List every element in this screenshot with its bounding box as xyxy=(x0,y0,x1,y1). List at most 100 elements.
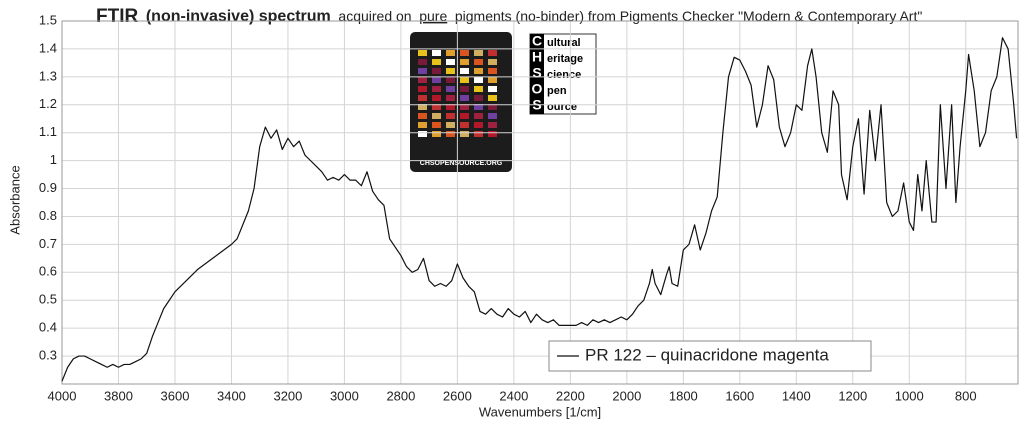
logo-word: pen xyxy=(547,85,567,97)
logo-letter: H xyxy=(532,49,542,65)
checker-swatch xyxy=(474,86,483,92)
x-tick-label: 2200 xyxy=(556,388,585,403)
checker-swatch xyxy=(418,68,427,74)
logo-letter: S xyxy=(532,65,541,81)
checker-swatch xyxy=(488,68,497,74)
checker-swatch xyxy=(432,77,441,83)
logo-word: ultural xyxy=(547,37,581,49)
y-tick-label: 0.8 xyxy=(39,208,57,223)
checker-swatch xyxy=(418,131,427,137)
y-axis-label: Absorbance xyxy=(7,165,22,234)
checker-swatch xyxy=(432,131,441,137)
checker-swatch xyxy=(474,104,483,110)
checker-swatch xyxy=(474,95,483,101)
y-tick-label: 1 xyxy=(50,152,57,167)
x-tick-label: 1800 xyxy=(669,388,698,403)
checker-swatch xyxy=(488,86,497,92)
checker-swatch xyxy=(418,50,427,56)
x-tick-label: 3400 xyxy=(217,388,246,403)
x-tick-label: 2800 xyxy=(386,388,415,403)
checker-swatch xyxy=(474,68,483,74)
checker-swatch xyxy=(460,104,469,110)
checker-swatch xyxy=(488,104,497,110)
y-tick-label: 1.3 xyxy=(39,68,57,83)
x-tick-label: 2600 xyxy=(443,388,472,403)
checker-swatch xyxy=(446,77,455,83)
x-tick-label: 2000 xyxy=(612,388,641,403)
x-axis-label: Wavenumbers [1/cm] xyxy=(479,404,601,419)
checker-swatch xyxy=(446,95,455,101)
y-tick-label: 0.7 xyxy=(39,236,57,251)
checker-swatch xyxy=(432,122,441,128)
x-tick-label: 800 xyxy=(955,388,977,403)
checker-swatch xyxy=(460,50,469,56)
legend-label: PR 122 – quinacridone magenta xyxy=(585,345,829,364)
logo-word: ource xyxy=(547,101,577,113)
checker-swatch xyxy=(488,95,497,101)
checker-swatch xyxy=(432,68,441,74)
checker-swatch xyxy=(446,68,455,74)
checker-swatch xyxy=(474,50,483,56)
checker-swatch xyxy=(418,86,427,92)
y-tick-label: 1.5 xyxy=(39,12,57,27)
card-site: CHSOPENSOURCE.ORG xyxy=(420,160,503,167)
x-tick-label: 1000 xyxy=(895,388,924,403)
checker-swatch xyxy=(432,50,441,56)
x-tick-label: 3600 xyxy=(161,388,190,403)
logo-word: cience xyxy=(547,69,581,81)
y-tick-label: 0.3 xyxy=(39,348,57,363)
checker-swatch xyxy=(460,95,469,101)
x-tick-label: 3200 xyxy=(273,388,302,403)
x-tick-label: 2400 xyxy=(499,388,528,403)
logo: CHSOPENSOURCE.ORG C ultural H eritage S cience… xyxy=(410,32,597,172)
title-part: acquired on xyxy=(338,8,411,24)
checker-swatch xyxy=(460,131,469,137)
checker-swatch xyxy=(432,86,441,92)
x-tick-label: 1600 xyxy=(725,388,754,403)
checker-swatch xyxy=(460,59,469,65)
y-tick-label: 0.9 xyxy=(39,180,57,195)
y-tick-label: 0.6 xyxy=(39,264,57,279)
checker-swatch xyxy=(460,68,469,74)
checker-swatch xyxy=(432,104,441,110)
checker-swatch xyxy=(418,77,427,83)
checker-swatch xyxy=(432,95,441,101)
logo-letter: C xyxy=(532,33,542,49)
checker-swatch xyxy=(488,50,497,56)
checker-swatch xyxy=(460,77,469,83)
checker-swatch xyxy=(460,113,469,119)
checker-swatch xyxy=(418,104,427,110)
checker-swatch xyxy=(418,95,427,101)
x-tick-label: 3000 xyxy=(330,388,359,403)
checker-swatch xyxy=(418,113,427,119)
plot-frame xyxy=(61,20,1019,385)
x-tick-label: 4000 xyxy=(48,388,77,403)
logo-letter: O xyxy=(532,81,543,97)
title-part: pigments (no-binder) from Pigments Check… xyxy=(455,8,922,24)
legend-box xyxy=(548,340,872,372)
x-tick-label: 3800 xyxy=(104,388,133,403)
logo-bar xyxy=(530,34,544,114)
checker-swatch xyxy=(446,59,455,65)
title-part: (non-invasive) spectrum xyxy=(146,8,331,25)
checker-swatch xyxy=(446,131,455,137)
x-tick-label: 1200 xyxy=(838,388,867,403)
title-part: FTIR xyxy=(96,6,138,27)
checker-swatch xyxy=(446,104,455,110)
checker-swatch xyxy=(432,59,441,65)
chart-title: FTIR (non-invasive) spectrum acquired on… xyxy=(96,6,922,27)
checker-swatch xyxy=(446,122,455,128)
x-tick-label: 1400 xyxy=(782,388,811,403)
checker-swatch xyxy=(418,122,427,128)
checker-swatch xyxy=(474,59,483,65)
checker-swatch xyxy=(460,122,469,128)
checker-swatch xyxy=(488,77,497,83)
checker-swatch xyxy=(474,77,483,83)
y-tick-label: 0.5 xyxy=(39,292,57,307)
spectrum-line xyxy=(61,37,1018,382)
y-tick-label: 0.4 xyxy=(39,320,57,335)
checker-swatch xyxy=(474,113,483,119)
checker-swatch xyxy=(488,113,497,119)
checker-swatch xyxy=(418,59,427,65)
y-tick-label: 1.2 xyxy=(39,96,57,111)
